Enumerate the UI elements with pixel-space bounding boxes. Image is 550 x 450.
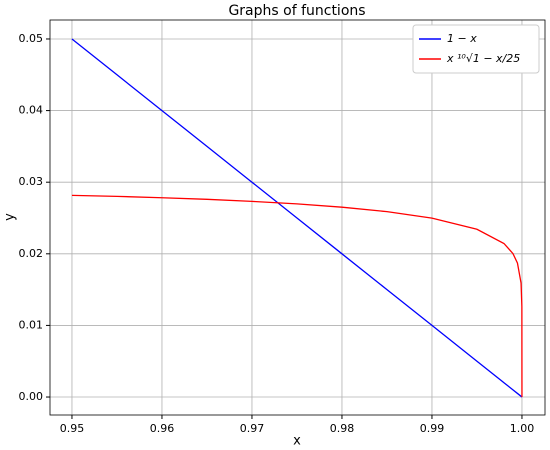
- y-tick-label: 0.03: [19, 175, 44, 188]
- y-tick-label: 0.04: [19, 104, 44, 117]
- x-axis-label: x: [293, 434, 301, 449]
- legend-label: 1 − x: [447, 32, 477, 45]
- x-tick-label: 0.96: [150, 422, 175, 435]
- y-tick-label: 0.05: [19, 32, 44, 45]
- chart-title: Graphs of functions: [228, 3, 365, 19]
- line: [71, 194, 523, 398]
- y-axis-label: y: [3, 213, 18, 221]
- x-tick-label: 0.95: [60, 422, 85, 435]
- x-tick-label: 0.99: [420, 422, 445, 435]
- y-tick-label: 0.00: [19, 390, 44, 403]
- legend-label: x ¹⁰√1 − x/25: [446, 52, 520, 65]
- legend-box: [412, 24, 540, 74]
- x-tick-label: 0.97: [240, 422, 265, 435]
- y-tick-label: 0.02: [19, 247, 44, 260]
- line: [71, 38, 523, 398]
- x-tick-label: 0.98: [330, 422, 355, 435]
- plot-frame: [49, 19, 546, 416]
- x-tick-label: 1.00: [510, 422, 535, 435]
- y-tick-label: 0.01: [19, 318, 44, 331]
